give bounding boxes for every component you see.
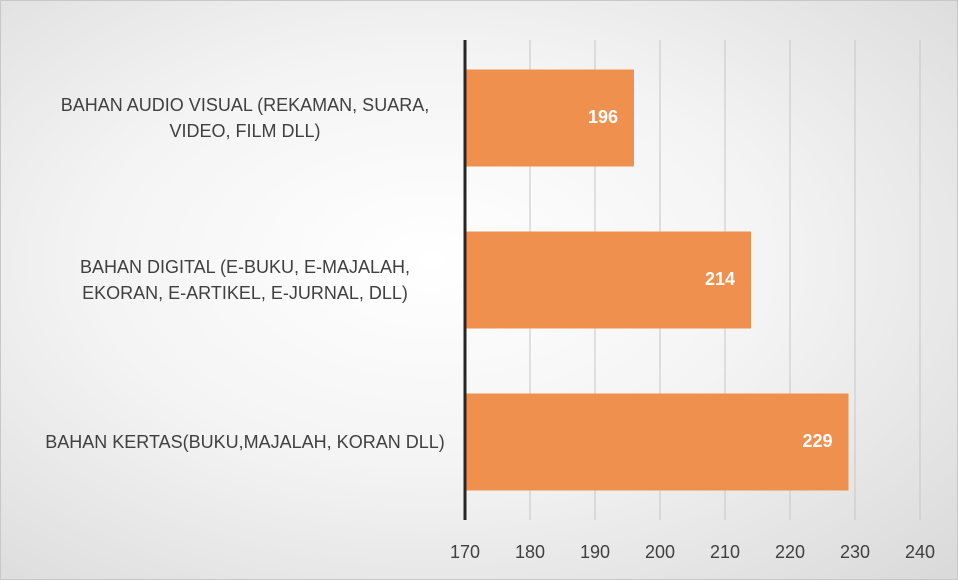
x-tick-label: 230 — [840, 542, 870, 562]
y-tick-label: BAHAN KERTAS(BUKU,MAJALAH, KORAN DLL) — [45, 432, 445, 452]
x-tick-label: 170 — [450, 542, 480, 562]
x-tick-label: 240 — [905, 542, 935, 562]
x-tick-label: 220 — [775, 542, 805, 562]
x-tick-label: 190 — [580, 542, 610, 562]
data-label: 229 — [802, 431, 832, 451]
y-tick-label: BAHAN DIGITAL (E-BUKU, E-MAJALAH, EKORAN… — [79, 257, 411, 303]
bar — [465, 69, 634, 167]
y-tick-label: BAHAN AUDIO VISUAL (REKAMAN, SUARA, VIDE… — [60, 95, 430, 141]
x-tick-label: 200 — [645, 542, 675, 562]
bar — [465, 393, 849, 491]
data-label: 214 — [705, 269, 735, 289]
bar — [465, 231, 751, 329]
data-label: 196 — [588, 107, 618, 127]
x-tick-label: 210 — [710, 542, 740, 562]
x-tick-label: 180 — [515, 542, 545, 562]
